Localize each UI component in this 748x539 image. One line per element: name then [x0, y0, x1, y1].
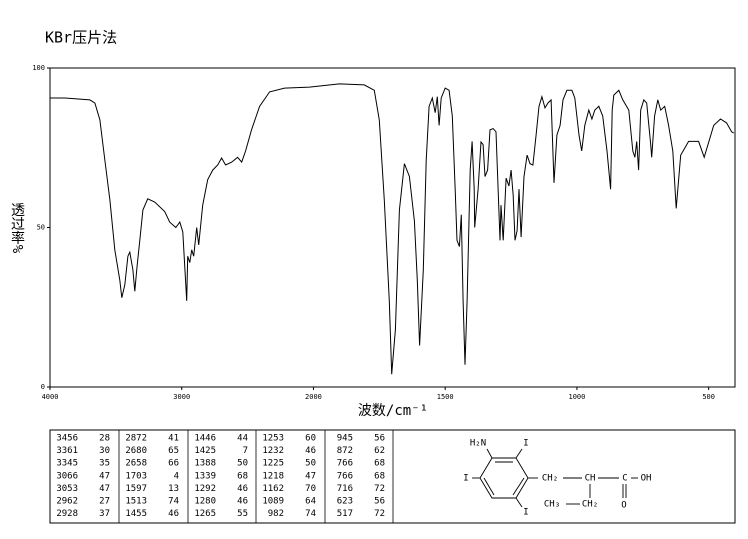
peak-transmittance: 60	[305, 434, 316, 444]
peak-transmittance: 27	[99, 497, 110, 507]
peak-transmittance: 46	[168, 509, 179, 519]
x-tick-label: 3000	[173, 393, 190, 401]
peak-wavenumber: 1513	[125, 497, 147, 507]
peak-wavenumber: 623	[337, 497, 353, 507]
peak-wavenumber: 1218	[262, 471, 284, 481]
peak-wavenumber: 1446	[194, 434, 216, 444]
peak-transmittance: 72	[374, 509, 385, 519]
peak-transmittance: 70	[305, 484, 316, 494]
x-tick-label: 500	[702, 393, 715, 401]
atom-label: CH₂	[582, 500, 598, 510]
peak-transmittance: 7	[243, 446, 248, 456]
peak-transmittance: 47	[99, 471, 110, 481]
peak-transmittance: 35	[99, 459, 110, 469]
x-tick-label: 1500	[437, 393, 454, 401]
atom-label: I	[523, 508, 528, 518]
peak-transmittance: 74	[168, 497, 179, 507]
peak-wavenumber: 2872	[125, 434, 147, 444]
peak-transmittance: 47	[305, 471, 316, 481]
atom-label: O	[621, 501, 626, 511]
chart-title: KBr压片法	[45, 29, 117, 47]
peak-transmittance: 66	[168, 459, 179, 469]
peak-wavenumber: 3345	[56, 459, 78, 469]
y-tick-label: 100	[32, 64, 45, 72]
peak-transmittance: 74	[305, 509, 316, 519]
peak-transmittance: 47	[99, 484, 110, 494]
peak-transmittance: 46	[237, 497, 248, 507]
peak-transmittance: 28	[99, 434, 110, 444]
peak-wavenumber: 872	[337, 446, 353, 456]
peak-transmittance: 68	[237, 471, 248, 481]
peak-transmittance: 55	[237, 509, 248, 519]
peak-wavenumber: 1265	[194, 509, 216, 519]
peak-transmittance: 56	[374, 497, 385, 507]
peak-wavenumber: 982	[268, 509, 284, 519]
peak-transmittance: 44	[237, 434, 248, 444]
atom-label: C	[622, 474, 627, 484]
peak-transmittance: 65	[168, 446, 179, 456]
atom-label: OH	[641, 474, 652, 484]
y-axis-label: 透过率%	[9, 203, 25, 254]
peak-transmittance: 68	[374, 471, 385, 481]
y-tick-label: 0	[41, 383, 45, 391]
peak-wavenumber: 1292	[194, 484, 216, 494]
peak-wavenumber: 1339	[194, 471, 216, 481]
peak-wavenumber: 3361	[56, 446, 78, 456]
peak-transmittance: 50	[237, 459, 248, 469]
peak-wavenumber: 766	[337, 459, 353, 469]
y-tick-label: 50	[37, 224, 45, 232]
atom-label: CH	[585, 474, 596, 484]
atom-label: CH₃	[544, 500, 560, 510]
peak-transmittance: 72	[374, 484, 385, 494]
atom-label: H₂N	[470, 439, 486, 449]
peak-wavenumber: 2680	[125, 446, 147, 456]
peak-transmittance: 64	[305, 497, 316, 507]
peak-transmittance: 50	[305, 459, 316, 469]
peak-wavenumber: 766	[337, 471, 353, 481]
peak-transmittance: 46	[305, 446, 316, 456]
peak-transmittance: 4	[174, 471, 179, 481]
x-tick-label: 1000	[568, 393, 585, 401]
peak-wavenumber: 1280	[194, 497, 216, 507]
peak-transmittance: 68	[374, 459, 385, 469]
table-rules	[118, 430, 394, 523]
peak-wavenumber: 945	[337, 434, 353, 444]
spectrum-line	[50, 83, 734, 375]
table-frame	[49, 429, 736, 524]
peak-wavenumber: 3066	[56, 471, 78, 481]
peak-transmittance: 41	[168, 434, 179, 444]
peak-transmittance: 46	[237, 484, 248, 494]
x-tick-label: 4000	[42, 393, 59, 401]
atom-label: I	[523, 439, 528, 449]
structure-bonds	[472, 448, 638, 508]
peak-wavenumber: 1089	[262, 497, 284, 507]
peak-wavenumber: 716	[337, 484, 353, 494]
x-axis-label: 波数/cm⁻¹	[358, 403, 428, 419]
peak-wavenumber: 1425	[194, 446, 216, 456]
peak-wavenumber: 3053	[56, 484, 78, 494]
peak-wavenumber: 1703	[125, 471, 147, 481]
peak-wavenumber: 1253	[262, 434, 284, 444]
atom-label: CH₂	[542, 474, 558, 484]
plot-frame	[49, 67, 736, 388]
peak-transmittance: 62	[374, 446, 385, 456]
peak-transmittance: 56	[374, 434, 385, 444]
peak-transmittance: 37	[99, 509, 110, 519]
peak-wavenumber: 1225	[262, 459, 284, 469]
peak-wavenumber: 1597	[125, 484, 147, 494]
peak-wavenumber: 2928	[56, 509, 78, 519]
peak-wavenumber: 1455	[125, 509, 147, 519]
x-tick-label: 2000	[305, 393, 322, 401]
peak-wavenumber: 1232	[262, 446, 284, 456]
atom-label: I	[463, 474, 468, 484]
peak-wavenumber: 1162	[262, 484, 284, 494]
peak-wavenumber: 1388	[194, 459, 216, 469]
peak-wavenumber: 517	[337, 509, 353, 519]
peak-transmittance: 13	[168, 484, 179, 494]
peak-wavenumber: 2658	[125, 459, 147, 469]
peak-wavenumber: 3456	[56, 434, 78, 444]
peak-wavenumber: 2962	[56, 497, 78, 507]
peak-transmittance: 30	[99, 446, 110, 456]
